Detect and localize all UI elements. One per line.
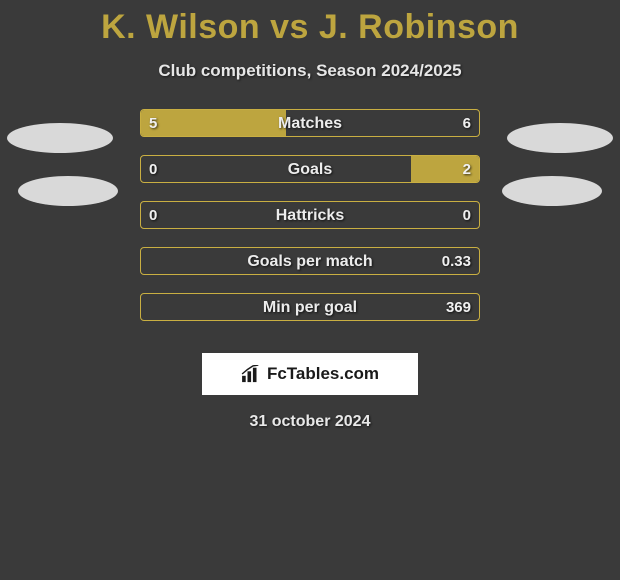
brand-box[interactable]: FcTables.com [202,353,418,395]
value-right: 0.33 [442,248,471,275]
stat-row: 0 2 Goals [0,155,620,201]
stats-bars: 5 6 Matches 0 2 Goals 0 0 Hattricks 0.33 [0,109,620,339]
stat-bar: 0 2 Goals [140,155,480,183]
value-left: 0 [149,156,157,183]
stat-bar: 5 6 Matches [140,109,480,137]
page-title: K. Wilson vs J. Robinson [0,0,620,47]
value-right: 6 [463,110,471,137]
value-right: 369 [446,294,471,321]
stat-row: 369 Min per goal [0,293,620,339]
bars-icon [241,365,263,383]
stat-label: Goals per match [141,248,479,275]
stat-row: 5 6 Matches [0,109,620,155]
brand-text: FcTables.com [267,364,379,384]
stat-row: 0 0 Hattricks [0,201,620,247]
value-left: 5 [149,110,157,137]
stat-bar: 0.33 Goals per match [140,247,480,275]
stat-label: Min per goal [141,294,479,321]
value-right: 0 [463,202,471,229]
stat-bar: 0 0 Hattricks [140,201,480,229]
stat-label: Hattricks [141,202,479,229]
subtitle: Club competitions, Season 2024/2025 [0,61,620,81]
bar-left-fill [141,110,286,136]
stat-row: 0.33 Goals per match [0,247,620,293]
stat-bar: 369 Min per goal [140,293,480,321]
date-line: 31 october 2024 [0,413,620,431]
value-left: 0 [149,202,157,229]
value-right: 2 [463,156,471,183]
